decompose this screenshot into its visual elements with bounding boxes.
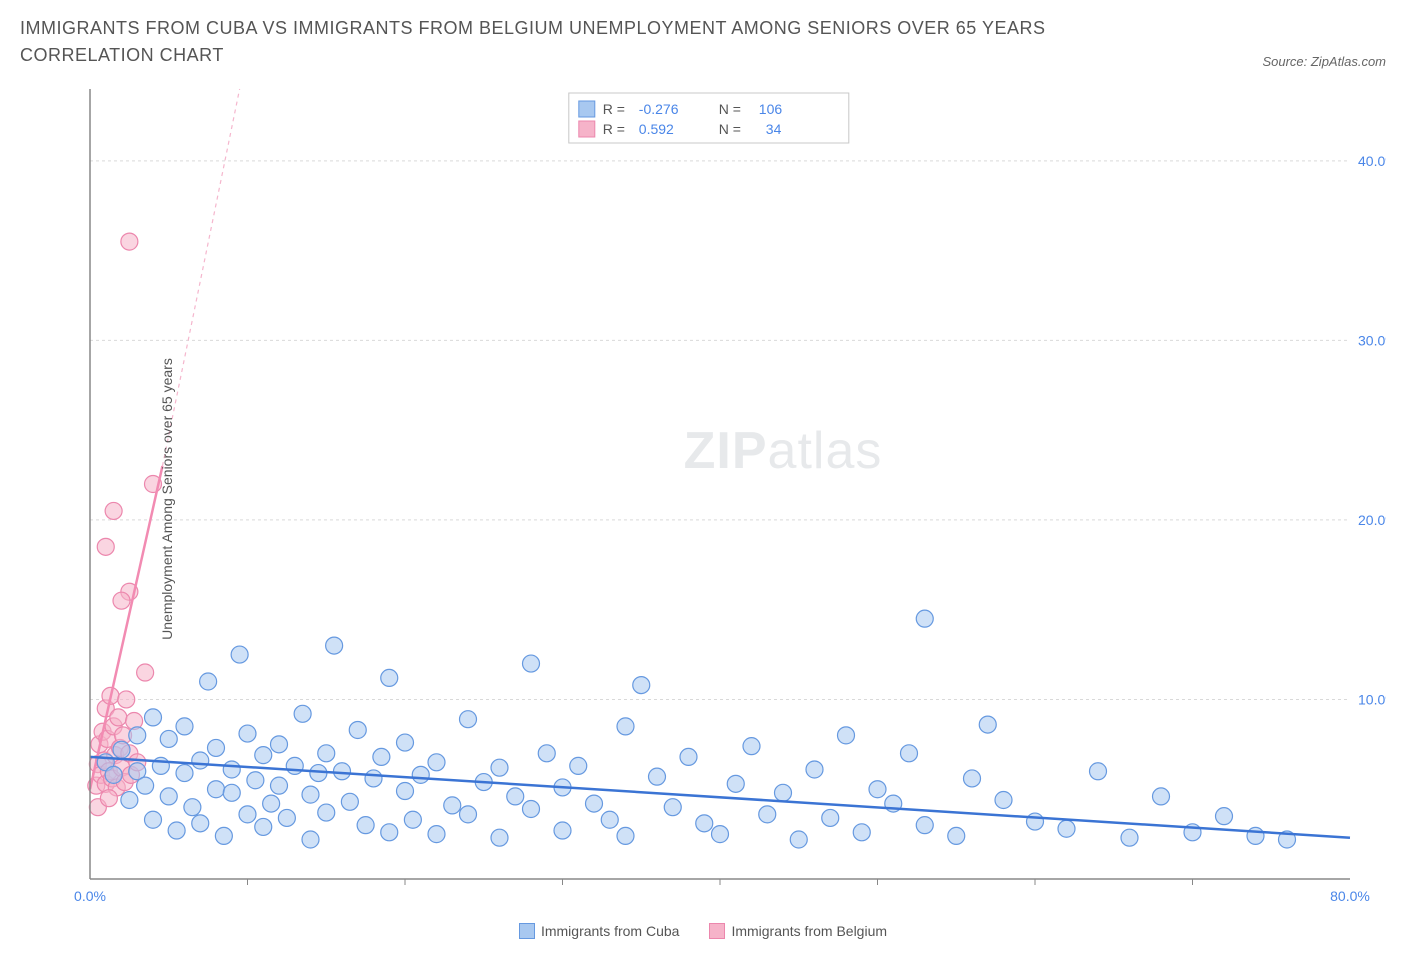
svg-text:ZIPatlas: ZIPatlas <box>684 422 883 480</box>
legend-label-blue: Immigrants from Cuba <box>541 923 679 939</box>
svg-text:N =: N = <box>719 101 741 117</box>
source-credit: Source: ZipAtlas.com <box>1262 54 1386 69</box>
legend-item-cuba: Immigrants from Cuba <box>519 923 679 939</box>
chart-container: Unemployment Among Seniors over 65 years… <box>20 79 1386 919</box>
svg-text:N =: N = <box>719 121 741 137</box>
svg-text:0.0%: 0.0% <box>74 888 106 904</box>
svg-text:R =: R = <box>603 101 625 117</box>
legend-swatch-blue <box>519 923 535 939</box>
svg-text:34: 34 <box>766 121 782 137</box>
svg-text:20.0%: 20.0% <box>1358 512 1386 528</box>
legend-swatch-pink <box>709 923 725 939</box>
chart-title: IMMIGRANTS FROM CUBA VS IMMIGRANTS FROM … <box>20 15 1120 69</box>
svg-text:R =: R = <box>603 121 625 137</box>
svg-text:10.0%: 10.0% <box>1358 691 1386 707</box>
bottom-legend: Immigrants from Cuba Immigrants from Bel… <box>20 923 1386 939</box>
legend-item-belgium: Immigrants from Belgium <box>709 923 887 939</box>
svg-text:106: 106 <box>759 101 783 117</box>
legend-label-pink: Immigrants from Belgium <box>731 923 887 939</box>
svg-text:80.0%: 80.0% <box>1330 888 1370 904</box>
svg-text:30.0%: 30.0% <box>1358 332 1386 348</box>
svg-text:-0.276: -0.276 <box>639 101 679 117</box>
svg-text:0.592: 0.592 <box>639 121 674 137</box>
svg-text:40.0%: 40.0% <box>1358 153 1386 169</box>
y-axis-label: Unemployment Among Seniors over 65 years <box>159 358 175 640</box>
scatter-chart: ZIPatlas 0.0% 80.0% 10.0% 20.0% 30.0% 40.0% R =… <box>20 79 1386 919</box>
